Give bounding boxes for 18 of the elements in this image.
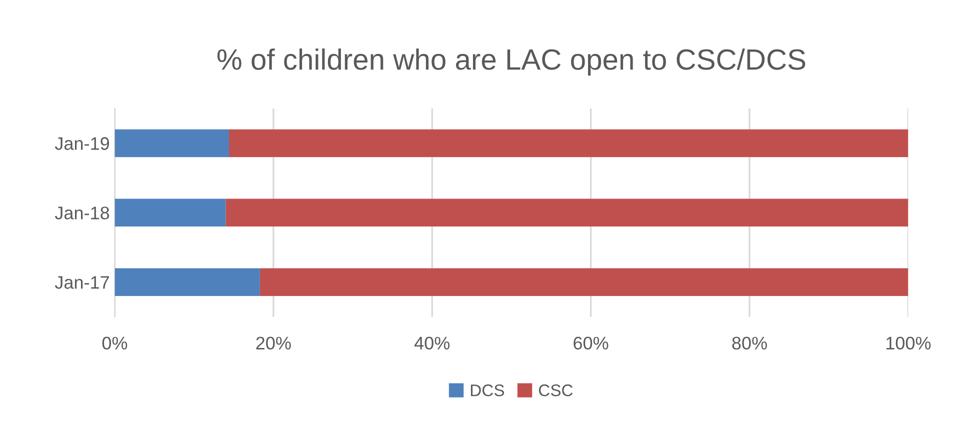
- y-tick-label: Jan-19: [54, 137, 110, 150]
- x-tick-label: 20%: [256, 336, 291, 350]
- bar: [260, 268, 908, 296]
- bar: [226, 198, 908, 227]
- bar: [114, 198, 226, 227]
- bar: [228, 129, 908, 158]
- y-tick-label: Jan-18: [54, 206, 110, 220]
- x-tick-label: 100%: [886, 336, 931, 350]
- x-tick-label: 40%: [414, 336, 450, 350]
- x-tick-label: 80%: [732, 336, 767, 350]
- bar: [114, 268, 260, 296]
- legend-label: DCS: [470, 384, 504, 396]
- legend-label: CSC: [538, 384, 573, 396]
- x-tick-label: 60%: [574, 336, 608, 350]
- y-tick-label: Jan-17: [54, 276, 109, 289]
- x-tick-label: 0%: [102, 336, 128, 350]
- chart-title: % of children who are LAC open to CSC/DCS: [217, 48, 806, 76]
- bar: [114, 129, 229, 158]
